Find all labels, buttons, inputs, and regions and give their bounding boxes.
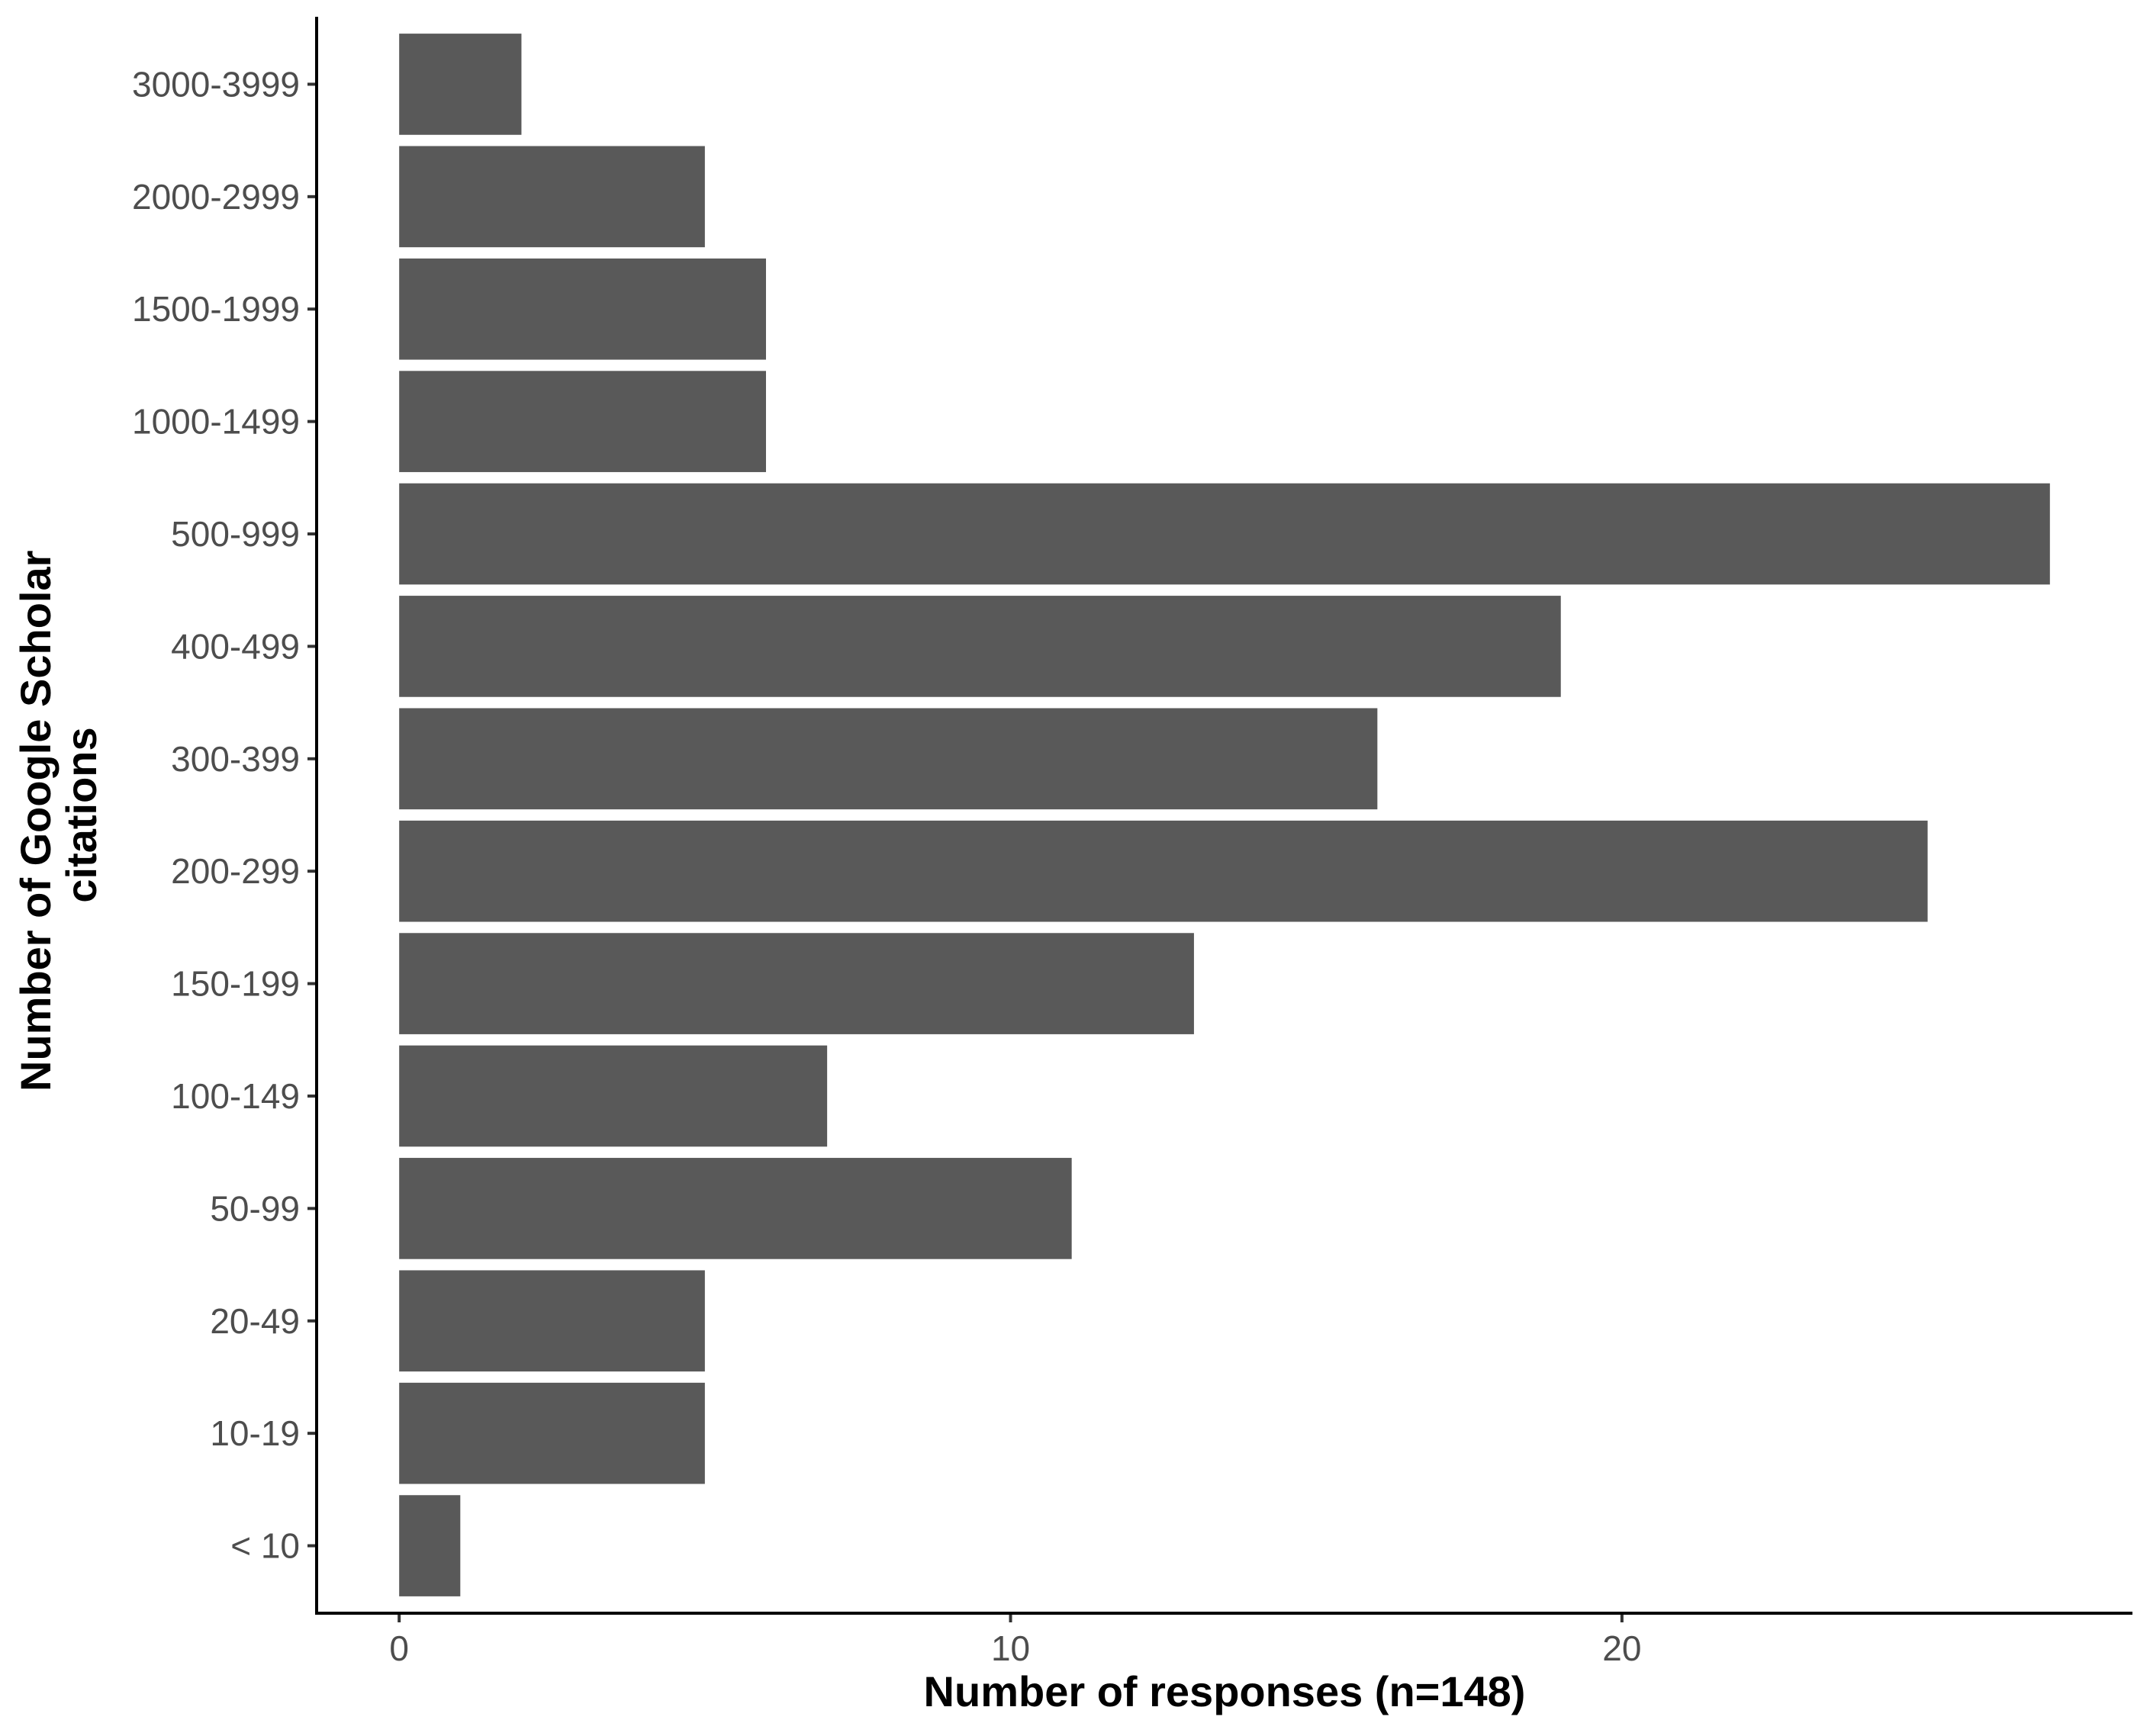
y-tick-label: 3000-3999: [132, 64, 300, 104]
y-axis-title-line-1: Number of Google Scholar: [11, 551, 60, 1091]
bar-12: [399, 146, 705, 248]
bar-1: [399, 1382, 705, 1484]
x-tick-label: 20: [1602, 1628, 1641, 1668]
y-tick-label: 100-149: [171, 1076, 300, 1116]
y-tick-label: 200-299: [171, 851, 300, 891]
bar-8: [399, 596, 1561, 697]
y-tick-label: 300-399: [171, 739, 300, 779]
y-tick-label: 1000-1499: [132, 402, 300, 442]
bar-10: [399, 371, 766, 472]
y-tick-label: 500-999: [171, 514, 300, 554]
bar-6: [399, 820, 1928, 922]
bar-2: [399, 1270, 705, 1372]
y-axis-title-line-2: citations: [57, 727, 105, 902]
bar-5: [399, 933, 1194, 1034]
x-axis-title: Number of responses (n=148): [924, 1667, 1526, 1715]
y-tick-label: 150-199: [171, 964, 300, 1004]
bar-13: [399, 34, 522, 135]
bar-9: [399, 483, 2050, 585]
y-axis-title: Number of Google Scholar citations: [11, 538, 105, 1091]
x-tick-label: 10: [991, 1628, 1030, 1668]
y-tick-label: 10-19: [210, 1413, 300, 1453]
y-tick-label: 50-99: [210, 1188, 300, 1228]
y-tick-label: 400-499: [171, 626, 300, 666]
bar-0: [399, 1495, 461, 1596]
y-tick-label: 1500-1999: [132, 289, 300, 329]
y-tick-label: 2000-2999: [132, 177, 300, 217]
bars-group: [399, 34, 2050, 1596]
y-tick-label: 20-49: [210, 1301, 300, 1341]
bar-4: [399, 1045, 828, 1147]
y-tick-label: < 10: [230, 1526, 300, 1566]
bar-11: [399, 258, 766, 360]
x-axis-ticks: 0 10 20: [389, 1613, 1641, 1668]
bar-3: [399, 1158, 1072, 1259]
bar-7: [399, 708, 1378, 810]
x-tick-label: 0: [389, 1628, 409, 1668]
y-axis-ticks: < 10 10-19 20-49 50-99 100-149 150-199 200-299…: [132, 64, 317, 1566]
